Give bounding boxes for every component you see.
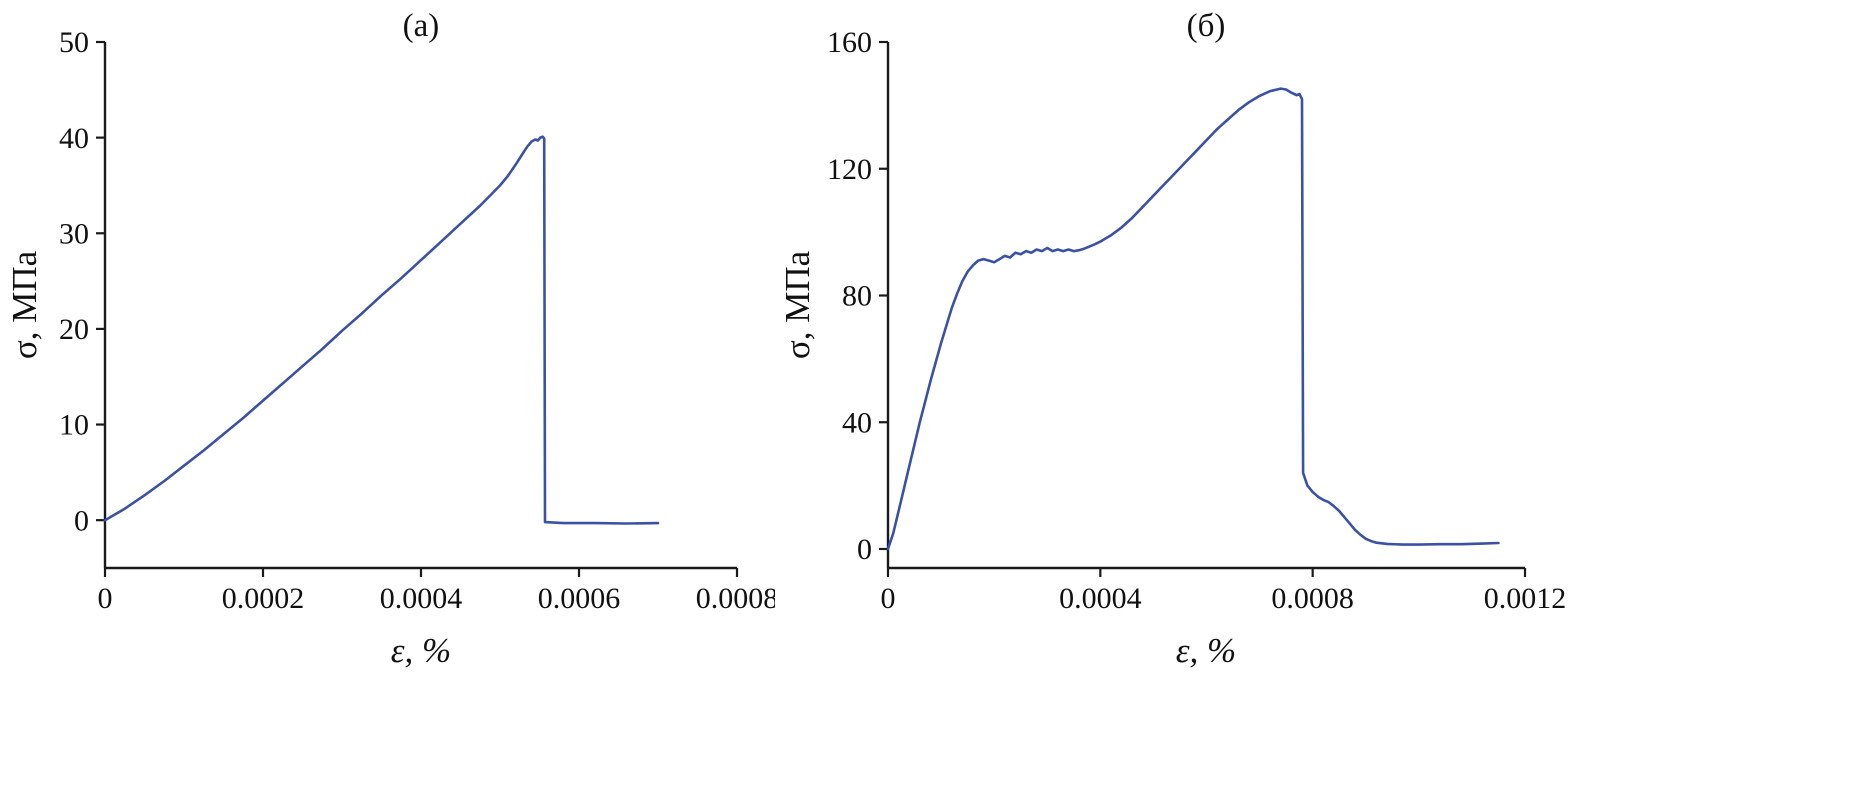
chart-a-title: (а) [403,8,440,44]
y-tick-label: 50 [59,26,89,59]
y-tick-label: 30 [59,217,89,250]
x-tick-label: 0 [98,582,113,615]
y-tick-label: 160 [827,26,872,59]
chart-b-x-axis-label: ε, % [1176,631,1236,670]
x-tick-label: 0.0008 [696,582,775,615]
x-tick-label: 0.0008 [1271,582,1354,615]
chart-b-title: (б) [1187,8,1226,44]
x-tick-label: 0.0004 [380,582,463,615]
x-tick-label: 0.0002 [222,582,305,615]
x-tick-label: 0.0004 [1059,582,1142,615]
stress-strain-curve-a [103,135,660,525]
x-tick-label: 0.0012 [1484,582,1567,615]
stress-strain-curve-b [886,87,1500,551]
y-tick-label: 40 [59,122,89,155]
y-tick-label: 120 [827,153,872,186]
y-tick-label: 80 [842,280,872,313]
chart-panel-b: (б) σ, МПа ε, % 0 40 80 120 160 0 0.0004 0.0008… [778,8,1567,670]
chart-a-y-axis-label: σ, МПа [5,250,44,359]
y-tick-label: 0 [857,533,872,566]
y-tick-label: 20 [59,313,89,346]
y-tick-label: 0 [74,504,89,537]
x-tick-label: 0 [881,582,896,615]
chart-panel-a: (а) σ, МПа ε, % 0 10 20 30 40 50 0 0.0002 0.0004… [5,8,775,670]
y-tick-label: 40 [842,406,872,439]
chart-a-x-axis-label: ε, % [391,631,451,670]
x-tick-label: 0.0006 [538,582,621,615]
chart-b-y-axis-label: σ, МПа [778,250,817,359]
y-tick-label: 10 [59,409,89,442]
